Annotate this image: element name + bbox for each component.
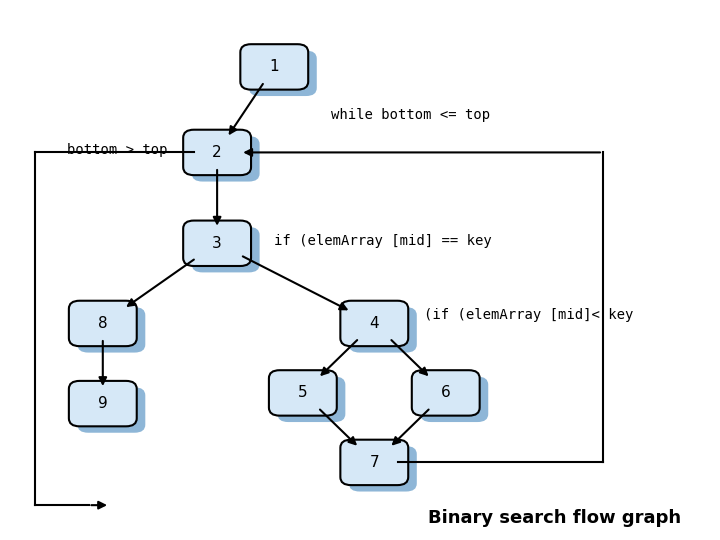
FancyBboxPatch shape — [183, 130, 251, 175]
FancyBboxPatch shape — [69, 381, 137, 426]
FancyBboxPatch shape — [192, 136, 260, 181]
FancyBboxPatch shape — [78, 307, 145, 353]
Text: 6: 6 — [441, 386, 451, 401]
Text: Binary search flow graph: Binary search flow graph — [428, 509, 682, 526]
Text: 2: 2 — [212, 145, 222, 160]
Text: 9: 9 — [98, 396, 108, 411]
FancyBboxPatch shape — [249, 51, 317, 96]
Text: if (elemArray [mid] == key: if (elemArray [mid] == key — [274, 234, 492, 248]
FancyBboxPatch shape — [349, 446, 417, 491]
Text: 8: 8 — [98, 316, 107, 331]
FancyBboxPatch shape — [412, 370, 480, 416]
Text: 4: 4 — [369, 316, 379, 331]
Text: while bottom <= top: while bottom <= top — [331, 108, 490, 122]
Text: 3: 3 — [212, 236, 222, 251]
FancyBboxPatch shape — [277, 376, 346, 422]
FancyBboxPatch shape — [192, 227, 260, 272]
FancyBboxPatch shape — [78, 387, 145, 433]
FancyBboxPatch shape — [183, 220, 251, 266]
Text: (if (elemArray [mid]< key: (if (elemArray [mid]< key — [424, 308, 634, 322]
Text: 7: 7 — [369, 455, 379, 470]
Text: bottom > top: bottom > top — [67, 143, 168, 157]
FancyBboxPatch shape — [349, 307, 417, 353]
FancyBboxPatch shape — [69, 301, 137, 346]
FancyBboxPatch shape — [341, 440, 408, 485]
FancyBboxPatch shape — [240, 44, 308, 90]
FancyBboxPatch shape — [420, 376, 488, 422]
Text: 1: 1 — [269, 59, 279, 75]
FancyBboxPatch shape — [341, 301, 408, 346]
Text: 5: 5 — [298, 386, 307, 401]
FancyBboxPatch shape — [269, 370, 337, 416]
